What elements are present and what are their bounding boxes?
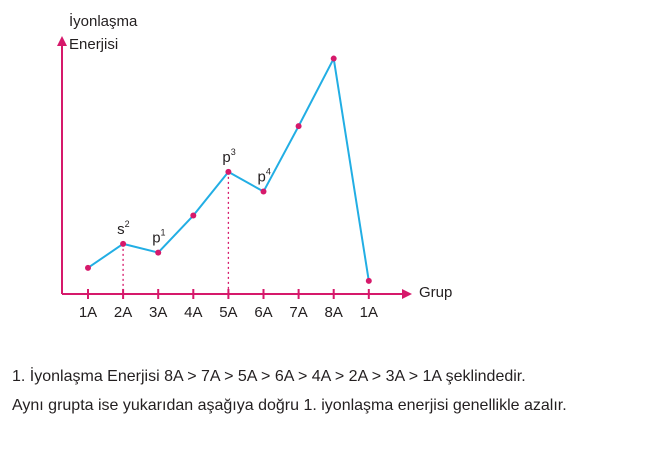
x-tick-label: 4A [184,304,202,321]
data-point [85,264,91,271]
y-axis-label-line1: İyonlaşma [69,12,138,30]
data-point [155,249,162,256]
data-point [225,168,232,175]
data-point [260,188,267,195]
y-axis-arrow [57,36,67,46]
data-point [295,123,302,130]
orbital-superscript: 2 [125,219,130,229]
orbital-label: p3 [222,147,235,166]
orbital-label: p1 [152,228,165,247]
orbital-superscript: 3 [231,147,236,157]
x-axis-arrow [402,289,412,299]
y-axis-label-line2: Enerjisi [69,36,118,53]
orbital-label: s2 [117,219,130,238]
chart: İyonlaşma Enerjisi Grup 1A 2A 3A 4A 5A 6A 7A 8A… [57,12,452,321]
x-tick-label: 2A [114,304,132,321]
data-point [330,55,337,62]
data-point [190,212,197,219]
orbital-superscript: 1 [161,228,166,238]
data-point [365,277,372,284]
x-tick-label: 1A [79,304,97,321]
x-tick-label: 1A [360,304,378,321]
orbital-superscript: 4 [266,167,271,177]
data-point [120,240,127,247]
x-tick-label: 6A [254,304,272,321]
x-tick-label: 8A [325,304,343,321]
x-tick-label: 7A [289,304,307,321]
x-tick-label: 3A [149,304,167,321]
caption-line-1: 1. İyonlaşma Enerjisi 8A > 7A > 5A > 6A … [12,368,526,385]
caption-line-2: Aynı grupta ise yukarıdan aşağıya doğru … [12,397,567,414]
caption: 1. İyonlaşma Enerjisi 8A > 7A > 5A > 6A … [12,362,640,420]
x-tick-label: 5A [219,304,237,321]
x-axis-label: Grup [419,284,452,301]
